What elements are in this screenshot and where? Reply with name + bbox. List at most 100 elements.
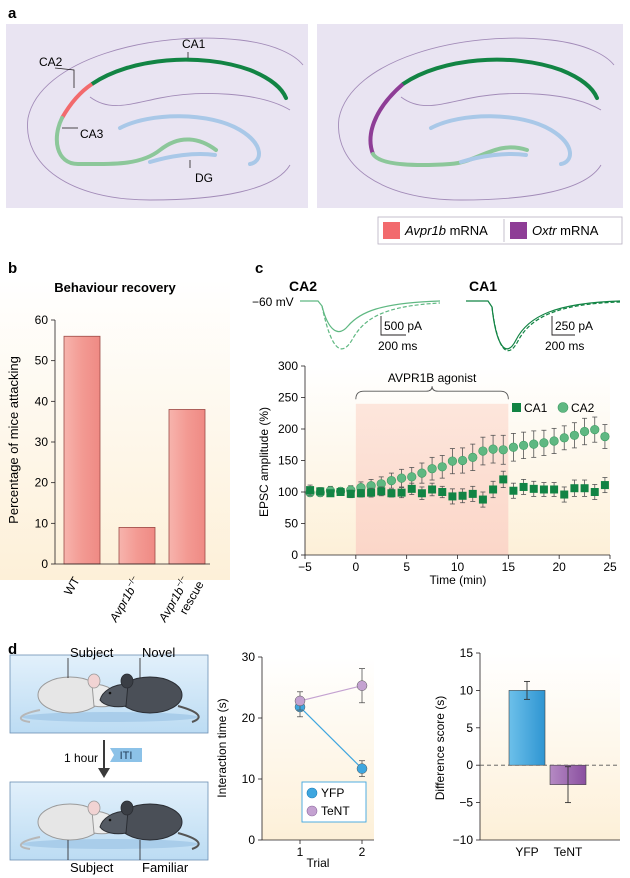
chart-c-point-ca1	[316, 487, 325, 496]
hippocampus-outline-lower-right	[338, 117, 602, 201]
chart-c-point-ca1	[326, 489, 335, 498]
chart-c-ytick-label: 250	[278, 391, 298, 405]
chart-c-xtick-label: 0	[352, 560, 359, 574]
chart-c-xtick-label: 10	[451, 560, 465, 574]
chart-c-point-ca1	[377, 487, 386, 496]
chart-b-bar	[168, 409, 206, 565]
chart-c-point-ca1	[458, 491, 467, 500]
dentate-gyrus-upper-right	[429, 114, 572, 166]
legend-marker-ca1	[512, 403, 521, 412]
panel-label-a: a	[8, 5, 17, 22]
dark-mouse-bottom	[99, 800, 200, 850]
ca3-region	[54, 116, 218, 167]
chart-b-title: Behaviour recovery	[54, 280, 176, 295]
hippocampus-outline-lower	[27, 117, 291, 201]
chart-c-ytick-label: 50	[285, 517, 299, 531]
social-memory-schematic: Subject Novel Subject Familiar 1 hour IT…	[9, 645, 209, 875]
chart-b-ytick-label: 40	[35, 394, 49, 408]
ca2-trace-agonist	[321, 302, 441, 350]
chart-c-xtick-label: 5	[403, 560, 410, 574]
chart-c-ytick-label: 100	[278, 485, 298, 499]
dark-mouse-ear-top	[120, 673, 134, 689]
legend-marker-tent	[306, 805, 318, 817]
chart-b-ytick-label: 20	[35, 476, 49, 490]
ca2-leader	[54, 67, 75, 88]
chart-c-ytick-label: 150	[278, 454, 298, 468]
chart-c-point-ca1	[570, 484, 579, 493]
chart-c-point-ca1	[590, 488, 599, 496]
chart-d2-ytick-label: 0	[466, 758, 473, 772]
legend-marker-yfp	[306, 787, 318, 799]
chart-c-point-ca2	[386, 476, 397, 486]
legend-marker-ca2	[557, 402, 569, 413]
legend-label-oxtr: Oxtr mRNA	[532, 223, 599, 238]
chart-c-xaxis: −5 0 5 10 15 20 25	[298, 554, 617, 574]
chart-c-point-ca2	[447, 456, 458, 466]
chart-c-point-ca2	[498, 445, 508, 455]
chart-b-ytick-label: 0	[41, 557, 48, 571]
legend-label-avpr1b: Avpr1b mRNA	[404, 223, 488, 238]
chart-c-point-ca1	[387, 489, 396, 498]
chart-c-point-ca1	[407, 484, 416, 493]
chart-c-point-ca1	[550, 485, 559, 494]
chart-d2-xtick-label: YFP	[515, 845, 538, 859]
white-mouse-ear-top	[87, 673, 101, 689]
chart-c-xlabel: Time (min)	[430, 573, 487, 587]
chart-d1-ytick-label: 30	[242, 650, 256, 664]
chart-d2-xtick-label: TeNT	[554, 845, 583, 859]
ca1-region	[90, 57, 288, 100]
chart-c-point-ca1	[438, 488, 447, 496]
dg-label: DG	[195, 171, 213, 185]
difference-score-chart: −10 −5 0 5 10 15 YFP TeNT Difference score (s)	[433, 646, 620, 859]
subject-top-label: Subject	[70, 645, 114, 660]
chart-c-point-ca2	[478, 446, 488, 456]
novel-label: Novel	[142, 645, 175, 660]
legend-label-yfp: YFP	[321, 786, 344, 800]
agonist-bracket	[355, 386, 509, 400]
panel-c: c CA2 CA1 −60 mV 500 pA 200 ms 250 pA 20…	[252, 260, 621, 587]
ca1-region-right	[401, 57, 599, 100]
chart-d2-ytick-label: 10	[460, 683, 474, 697]
chart-d2-background	[480, 653, 620, 840]
trace-ca1-label: CA1	[469, 278, 497, 294]
trace-ca2-label: CA2	[289, 278, 317, 294]
white-mouse-top	[19, 673, 121, 723]
chart-c-point-ca1	[417, 489, 426, 498]
ca2-scale-y: 500 pA	[384, 319, 422, 333]
chart-d1-ylabel: Interaction time (s)	[215, 698, 229, 797]
chart-c-point-ca2	[488, 444, 498, 454]
white-mouse-tail-bottom	[19, 836, 41, 850]
iti-tag	[110, 748, 142, 762]
panel-d: d	[8, 641, 620, 875]
chart-d2-bar	[508, 690, 546, 766]
chart-c-point-ca1	[336, 488, 345, 496]
ca2-scale-bar	[380, 316, 406, 336]
chart-b-ytick-label: 60	[35, 313, 49, 327]
chart-c-yaxis: 0 50 100 150 200 250 300	[278, 359, 306, 562]
chart-d2-ylabel: Difference score (s)	[433, 696, 447, 800]
interaction-time-chart: 0 10 20 30 1 2 Interaction time (s) Trial YFP…	[215, 650, 374, 870]
dark-mouse-eye-bottom	[108, 818, 112, 822]
chart-c-point-ca2	[559, 433, 569, 443]
panel-a: a CA1 CA2 CA3 DG	[6, 5, 623, 245]
chart-c-xtick-label: 25	[603, 560, 617, 574]
chart-c-point-ca1	[600, 481, 609, 490]
chart-c-ytick-label: 200	[278, 422, 298, 436]
hippocampus-left: CA1 CA2 CA3 DG	[6, 24, 308, 208]
chart-d2-ytick-label: 15	[460, 646, 474, 660]
chart-b-bar	[118, 527, 156, 565]
chart-c-xtick-label: 20	[552, 560, 566, 574]
chart-c-ytick-label: 300	[278, 359, 298, 373]
chart-d1-series-line	[299, 706, 363, 770]
chart-c-legend: CA1 CA2	[512, 401, 595, 415]
chart-d1-marks	[294, 668, 368, 777]
dark-mouse-head-bottom	[99, 810, 129, 835]
chart-d1-point	[294, 695, 306, 707]
subject-bottom-label: Subject	[70, 860, 114, 875]
chart-c-point-ca1	[519, 482, 528, 491]
chart-c-point-ca1	[346, 489, 355, 498]
dark-mouse-tail-top	[177, 705, 200, 723]
chart-b-xlabel-avpr1b: Avpr1b−/−	[105, 574, 143, 625]
legend-swatch-oxtr	[510, 222, 527, 239]
legend-label-tent: TeNT	[321, 804, 350, 818]
